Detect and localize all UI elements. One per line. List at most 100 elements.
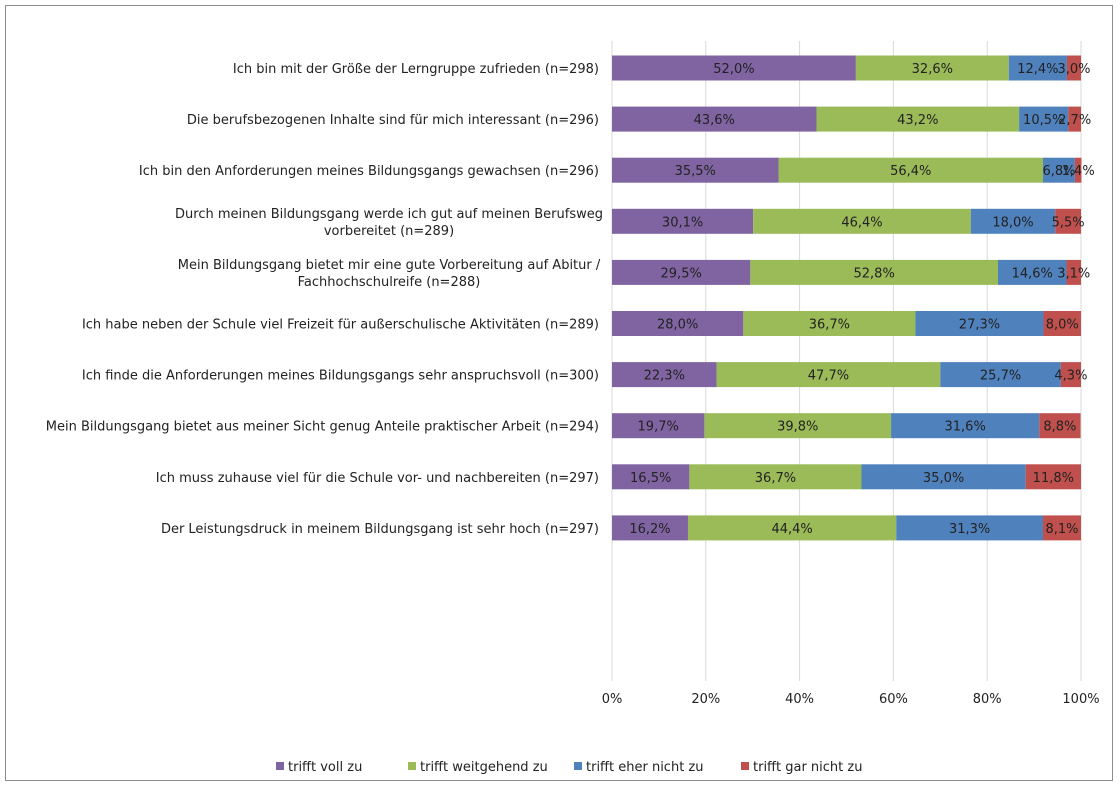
legend-swatch — [574, 762, 582, 770]
stacked-bar-chart: 52,0% 32,6% 12,4%3,0% 43,6% 43,2% 10,5%2,7% 35… — [46, 41, 1100, 775]
bar-segment — [612, 362, 717, 388]
bar-segment — [855, 55, 1009, 81]
data-label: 32,6% — [912, 62, 953, 77]
category-label: Mein Bildungsgang bietet mir eine gute V… — [178, 258, 601, 290]
bar-segment — [1043, 311, 1081, 336]
data-label: 22,3% — [644, 369, 685, 384]
data-label: 27,3% — [959, 318, 1000, 333]
x-tick-label: 60% — [879, 692, 908, 707]
bar-segment — [1068, 106, 1081, 132]
data-label: 5,5% — [1052, 215, 1085, 230]
bar-segment — [1066, 55, 1081, 81]
data-label: 8,8% — [1043, 420, 1076, 435]
legend-label: trifft voll zu — [288, 760, 362, 775]
category-label: Ich muss zuhause viel für die Schule vor… — [156, 471, 599, 486]
bar-segment — [753, 208, 971, 234]
bar-segment — [1055, 208, 1081, 234]
data-label: 47,7% — [808, 369, 849, 384]
legend-swatch — [276, 762, 284, 770]
bar-segment — [1074, 157, 1082, 183]
data-label: 12,4% — [1017, 62, 1058, 77]
bar-segment — [915, 311, 1044, 336]
bar-segment — [612, 106, 817, 132]
bar-segment — [1066, 259, 1081, 285]
data-label: 29,5% — [661, 266, 702, 281]
data-label: 8,0% — [1046, 318, 1079, 333]
category-label: Durch meinen Bildungsgang werde ich gut … — [175, 207, 603, 239]
bar-segment — [896, 515, 1044, 541]
data-label: 35,0% — [923, 471, 964, 486]
data-label: 52,8% — [854, 266, 895, 281]
bar-segment — [612, 55, 856, 81]
bar-segment — [612, 413, 705, 439]
category-label: Der Leistungsdruck in meinem Bildungsgan… — [161, 522, 599, 537]
bar-segment — [750, 259, 998, 285]
category-label: Ich finde die Anforderungen meines Bildu… — [82, 369, 599, 384]
category-label: Mein Bildungsgang bietet aus meiner Sich… — [46, 420, 599, 435]
bar-segment — [612, 259, 751, 285]
data-label: 52,0% — [713, 62, 754, 77]
bar-segment — [778, 157, 1044, 183]
x-axis-ticks: 0% 20% 40% 60% 80% 100% — [602, 692, 1100, 707]
bar-segment — [997, 259, 1067, 285]
data-label: 56,4% — [890, 164, 931, 179]
data-label: 19,7% — [638, 420, 679, 435]
data-label: 35,5% — [675, 164, 716, 179]
data-label: 28,0% — [657, 318, 698, 333]
data-label: 3,0% — [1057, 62, 1090, 77]
bar-segment — [891, 413, 1040, 439]
bar-segment — [704, 413, 892, 439]
x-tick-label: 20% — [691, 692, 720, 707]
data-label: 4,3% — [1054, 369, 1087, 384]
category-label: Ich habe neben der Schule viel Freizeit … — [82, 318, 599, 333]
data-label: 36,7% — [755, 471, 796, 486]
bar-segment — [612, 464, 690, 490]
bar-segment — [1060, 362, 1081, 388]
legend-swatch — [741, 762, 749, 770]
bar-segment — [612, 208, 754, 234]
data-label: 14,6% — [1012, 266, 1053, 281]
legend-swatch — [408, 762, 416, 770]
category-labels: Ich bin mit der Größe der Lerngruppe zuf… — [46, 62, 603, 537]
bar-segment — [816, 106, 1020, 132]
bar-segment — [970, 208, 1056, 234]
data-label: 30,1% — [662, 215, 703, 230]
bar-segment — [612, 515, 688, 541]
chart-frame: 52,0% 32,6% 12,4% 3,0% 43,6% 43,2% 10,5% 2,7% 35… — [5, 5, 1113, 781]
bar-segment — [1019, 106, 1069, 132]
legend: trifft voll zu trifft weitgehend zu trifft… — [276, 760, 862, 775]
bar-segment — [612, 311, 744, 336]
data-label: 36,7% — [809, 318, 850, 333]
legend-label: trifft eher nicht zu — [586, 760, 703, 775]
data-label: 3,1% — [1057, 266, 1090, 281]
data-label: 44,4% — [771, 522, 812, 537]
data-label: 18,0% — [992, 215, 1033, 230]
x-tick-label: 0% — [602, 692, 623, 707]
bar-segment — [1008, 55, 1067, 81]
bar-segment — [1043, 157, 1075, 183]
bar-segment — [1043, 515, 1081, 541]
legend-label: trifft weitgehend zu — [420, 760, 548, 775]
legend-label: trifft gar nicht zu — [753, 760, 862, 775]
category-label: Ich bin den Anforderungen meines Bildung… — [139, 164, 599, 179]
data-label: 2,7% — [1058, 113, 1091, 128]
data-label: 8,1% — [1045, 522, 1078, 537]
bar-segment — [743, 311, 916, 336]
x-tick-label: 100% — [1062, 692, 1099, 707]
data-label: 6,8% — [1042, 164, 1075, 179]
bar-segment — [687, 515, 897, 541]
bar-segment — [1039, 413, 1081, 439]
bars — [612, 55, 1082, 541]
data-label: 31,6% — [945, 420, 986, 435]
data-label: 11,8% — [1033, 471, 1074, 486]
data-label: 46,4% — [841, 215, 882, 230]
category-label: Die berufsbezogenen Inhalte sind für mic… — [187, 113, 599, 128]
bar-segment — [861, 464, 1026, 490]
data-label: 10,5% — [1023, 113, 1064, 128]
gridlines — [611, 41, 1082, 681]
bar-segment — [940, 362, 1061, 388]
x-tick-label: 80% — [973, 692, 1002, 707]
data-label: 16,5% — [630, 471, 671, 486]
data-label: 43,2% — [897, 113, 938, 128]
bar-segment — [612, 157, 779, 183]
